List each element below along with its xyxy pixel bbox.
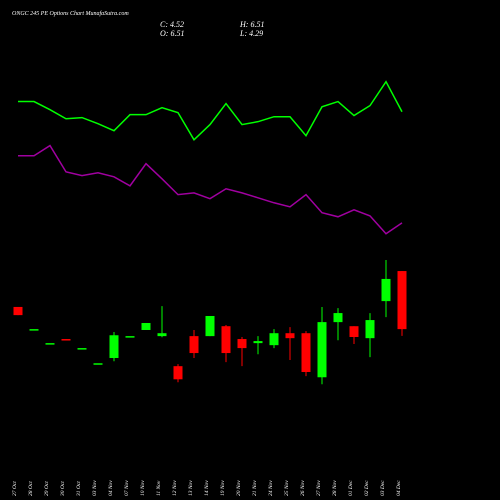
x-tick-label: 20 Nov [236,480,242,496]
x-tick-label: 14 Nov [203,480,210,496]
x-tick-label: 12 Nov [172,480,178,496]
candle-body [253,341,263,344]
candle-body [333,313,343,323]
candle-body [141,322,151,330]
candle-body [173,366,183,380]
x-tick-label: 03 Dec [380,480,386,496]
indicator-line [18,144,403,235]
x-tick-label: 25 Nov [284,480,290,496]
candle-body [13,306,23,316]
x-tick-label: 02 Dec [364,480,370,496]
candle-body [221,326,231,354]
candle-body [189,336,199,354]
indicator-line [18,80,403,141]
chart-title: ONGC 245 PE Options Chart MunafaSutra.co… [12,10,129,17]
x-tick-label: 10 Nov [140,480,146,496]
candle-body [93,363,103,365]
x-tick-label: 27 Nov [316,480,322,496]
x-tick-label: 04 Nov [107,480,114,496]
candle-body [285,333,295,339]
candle-body [301,333,311,373]
x-tick-label: 30 Oct [60,481,66,497]
candle-body [365,320,375,339]
x-tick-label: 27 Oct [12,481,18,496]
ohlc-close: C: 4.52 [160,20,184,29]
x-tick-label: 13 Nov [188,480,194,496]
x-tick-label: 28 Nov [332,480,338,496]
candle-body [269,333,279,346]
x-tick-label: 24 Nov [267,480,274,496]
candle-body [109,335,119,359]
candle-body [205,315,215,337]
x-tick-label: 26 Nov [300,480,306,496]
x-tick-label: 21 Nov [252,480,258,496]
candle-body [157,333,167,337]
ohlc-open: O: 6.51 [160,29,184,38]
x-tick-label: 29 Oct [44,481,50,496]
candle-body [45,343,55,345]
candle-body [77,348,87,350]
candle-body [397,271,407,330]
candle-body [237,339,247,349]
x-tick-label: 03 Nov [92,480,98,496]
candle-body [29,329,39,331]
x-tick-label: 07 Nov [124,480,130,496]
candle-body [61,339,71,341]
candle-body [125,336,135,338]
x-tick-label: 01 Dec [348,480,354,496]
ohlc-high: H: 6.51 [239,20,264,29]
candle-body [381,278,391,302]
x-tick-label: 28 Oct [28,481,34,496]
x-tick-label: 11 Nov [156,480,162,496]
candle-body [349,326,359,337]
ohlc-low: L: 4.29 [239,29,263,38]
x-tick-label: 04 Dec [395,480,402,496]
x-tick-label: 31 Oct [76,481,82,497]
candle-body [317,322,327,378]
x-tick-label: 19 Nov [220,480,226,496]
